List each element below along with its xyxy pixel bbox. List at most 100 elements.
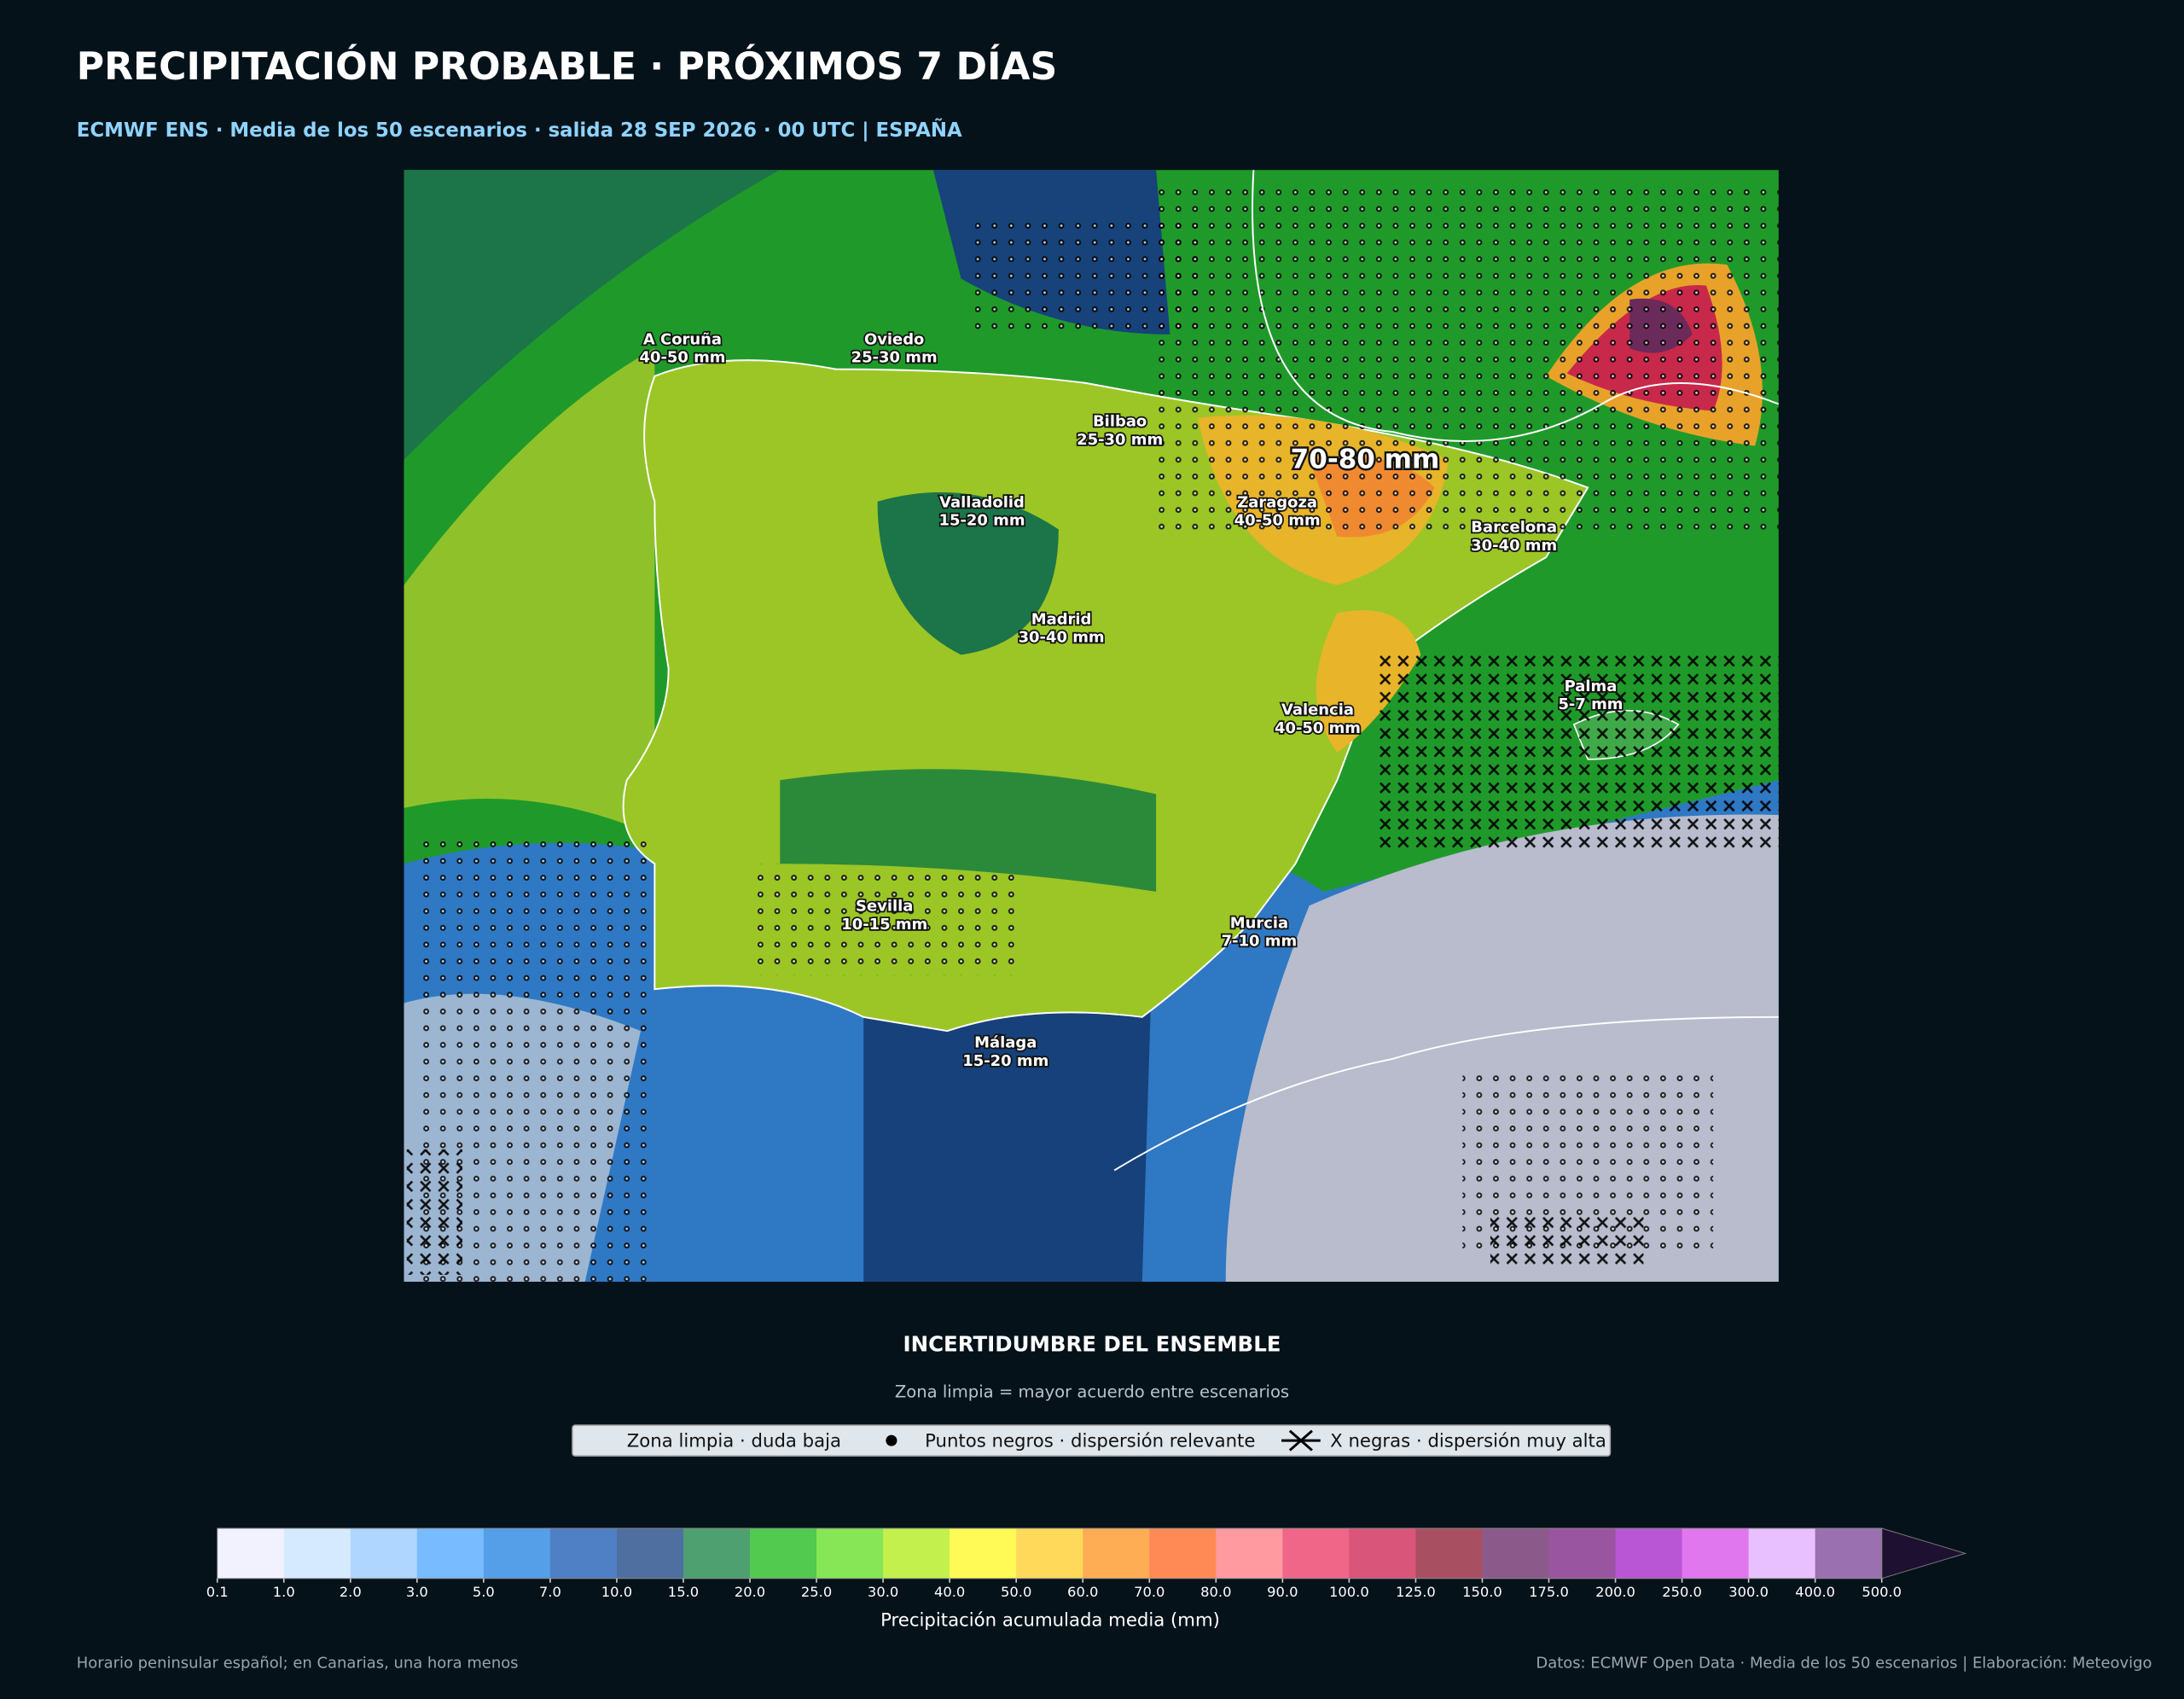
dispersion-x	[1490, 1212, 1644, 1268]
legend-box	[572, 1424, 1612, 1457]
colorbar-tick-label: 50.0	[1001, 1584, 1031, 1600]
legend-entry: X negras · dispersión muy alta	[1330, 1430, 1606, 1452]
city-name: Sevilla	[856, 898, 913, 916]
city-range: 10-15 mm	[841, 916, 927, 934]
colorbar-frame	[217, 1527, 1883, 1580]
dispersion-dots	[1156, 181, 1779, 530]
city-range: 40-50 mm	[640, 348, 726, 366]
map	[404, 170, 1779, 1283]
city-range: 25-30 mm	[851, 348, 938, 366]
colorbar-tick-label: 90.0	[1267, 1584, 1298, 1600]
city-name: Zaragoza	[1237, 493, 1317, 511]
footer-right: Datos: ECMWF Open Data · Media de los 50…	[1536, 1654, 2152, 1672]
colorbar-segment	[1748, 1528, 1816, 1579]
uncertainty-subtitle: Zona limpia = mayor acuerdo entre escena…	[895, 1382, 1289, 1402]
map-annotation: 70-80 mm	[1291, 445, 1440, 475]
legend-x	[1281, 1429, 1321, 1452]
field	[780, 769, 1157, 892]
city-name: Palma	[1565, 678, 1618, 695]
colorbar-segment	[1548, 1528, 1617, 1579]
colorbar-segment	[1083, 1528, 1150, 1579]
field	[404, 348, 655, 836]
legend-entry: Puntos negros · dispersión relevante	[925, 1430, 1255, 1452]
colorbar-tick-label: 175.0	[1529, 1584, 1569, 1600]
colorbar-segment	[217, 1528, 285, 1579]
field	[404, 170, 781, 460]
footer-left: Horario peninsular español; en Canarias,…	[77, 1654, 519, 1672]
colorbar-segment	[1016, 1528, 1083, 1579]
colorbar-segment	[682, 1528, 751, 1579]
colorbar-segment	[750, 1528, 817, 1579]
colorbar-segment	[1415, 1528, 1483, 1579]
city-name: Valencia	[1281, 701, 1354, 719]
colorbar-tick-label: 20.0	[735, 1584, 765, 1600]
colorbar-tick-label: 400.0	[1795, 1584, 1835, 1600]
dispersion-dots	[974, 223, 1199, 335]
field	[877, 492, 1059, 655]
colorbar-segment	[283, 1528, 351, 1579]
colorbar-segment	[1216, 1528, 1283, 1579]
coast	[1113, 1015, 1779, 1172]
legend-dot	[886, 1434, 897, 1446]
city-range: 15-20 mm	[962, 1052, 1048, 1070]
colorbar-segment	[883, 1528, 950, 1579]
colorbar-tick-label: 80.0	[1200, 1584, 1231, 1600]
colorbar-tick-label: 15.0	[668, 1584, 699, 1600]
colorbar-tick-label: 125.0	[1396, 1584, 1436, 1600]
colorbar-segment	[549, 1528, 618, 1579]
colorbar-tick-label: 100.0	[1329, 1584, 1369, 1600]
city-name: Madrid	[1031, 610, 1092, 628]
colorbar-tick-label: 300.0	[1728, 1584, 1769, 1600]
colorbar-tick-label: 0.1	[206, 1584, 229, 1600]
colorbar-label: Precipitación acumulada media (mm)	[880, 1609, 1220, 1631]
dispersion-x	[1379, 655, 1779, 850]
colorbar-tick-label: 30.0	[868, 1584, 898, 1600]
city-name: Murcia	[1230, 914, 1288, 932]
city-range: 40-50 mm	[1275, 719, 1361, 737]
colorbar-segment	[1349, 1528, 1416, 1579]
legend-entry: Zona limpia · duda baja	[627, 1430, 841, 1452]
border	[1252, 170, 1779, 442]
city-name: Valladolid	[939, 493, 1025, 511]
colorbar-tick-label: 7.0	[539, 1584, 561, 1600]
city-name: Barcelona	[1471, 519, 1557, 537]
colorbar-segment	[1149, 1528, 1217, 1579]
colorbar-segment	[1815, 1528, 1883, 1579]
subtitle: ECMWF ENS · Media de los 50 escenarios ·…	[77, 118, 962, 142]
field	[1316, 610, 1421, 753]
colorbar-tick-label: 70.0	[1134, 1584, 1165, 1600]
city-range: 25-30 mm	[1077, 431, 1163, 449]
colorbar-tick-label: 5.0	[473, 1584, 495, 1600]
colorbar-tick-label: 1.0	[273, 1584, 295, 1600]
city-name: Bilbao	[1093, 413, 1147, 431]
colorbar-tick-label: 500.0	[1862, 1584, 1902, 1600]
colorbar-segment	[483, 1528, 551, 1579]
city-name: Málaga	[974, 1034, 1037, 1052]
colorbar-tick-label: 3.0	[406, 1584, 428, 1600]
colorbar-tick-label: 250.0	[1662, 1584, 1702, 1600]
city-name: A Coruña	[643, 330, 722, 348]
city-range: 15-20 mm	[939, 512, 1025, 530]
colorbar-tick-label: 150.0	[1462, 1584, 1502, 1600]
colorbar-segment	[616, 1528, 684, 1579]
colorbar-tick-label: 200.0	[1595, 1584, 1635, 1600]
uncertainty-title: INCERTIDUMBRE DEL ENSEMBLE	[903, 1332, 1281, 1357]
colorbar-segment	[350, 1528, 418, 1579]
dispersion-dots	[752, 864, 1017, 975]
title: PRECIPITACIÓN PROBABLE · PRÓXIMOS 7 DÍAS	[77, 44, 1058, 89]
city-range: 30-40 mm	[1019, 629, 1105, 647]
colorbar-segment	[950, 1528, 1017, 1579]
city-range: 7-10 mm	[1222, 933, 1298, 951]
colorbar-segment	[816, 1528, 884, 1579]
colorbar-tick-label: 10.0	[601, 1584, 632, 1600]
colorbar-segment	[1615, 1528, 1683, 1579]
colorbar: 0.1 1.0 2.0 3.0 5.0 7.0 10.0 15.0 20.0 25.0 30.0 40…	[206, 1527, 1967, 1600]
colorbar-tick-label: 2.0	[340, 1584, 362, 1600]
dispersion-x	[406, 1149, 463, 1275]
city-name: Oviedo	[864, 330, 924, 348]
colorbar-tick-label: 60.0	[1067, 1584, 1098, 1600]
colorbar-segment	[1282, 1528, 1350, 1579]
